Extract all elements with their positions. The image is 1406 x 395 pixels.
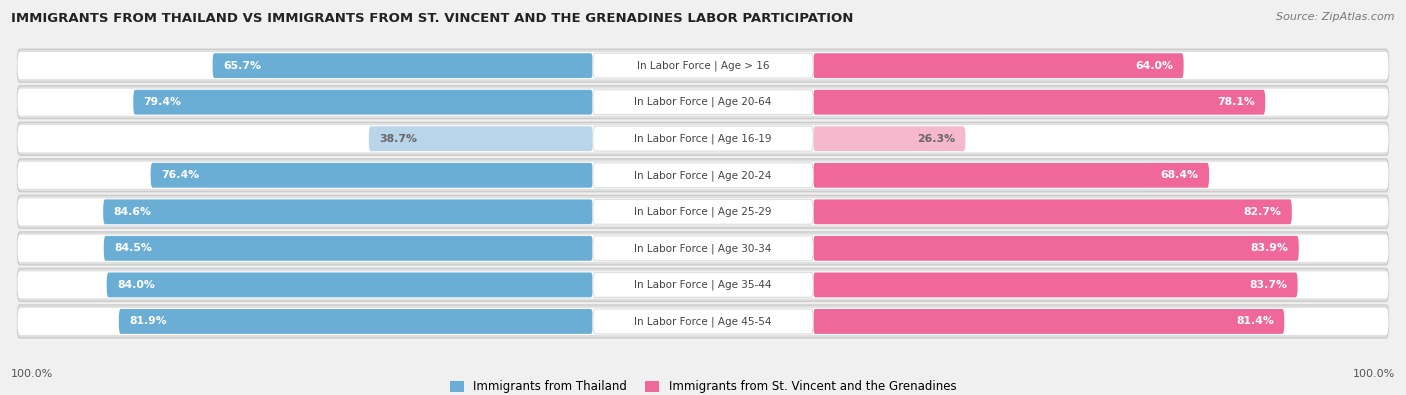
FancyBboxPatch shape xyxy=(813,273,1298,297)
FancyBboxPatch shape xyxy=(17,122,1389,155)
FancyBboxPatch shape xyxy=(813,53,1184,78)
FancyBboxPatch shape xyxy=(17,271,1389,298)
Text: In Labor Force | Age 45-54: In Labor Force | Age 45-54 xyxy=(634,316,772,327)
Text: 100.0%: 100.0% xyxy=(11,369,53,379)
Text: In Labor Force | Age 20-64: In Labor Force | Age 20-64 xyxy=(634,97,772,107)
FancyBboxPatch shape xyxy=(368,126,593,151)
FancyBboxPatch shape xyxy=(813,126,966,151)
Text: 76.4%: 76.4% xyxy=(160,170,200,180)
FancyBboxPatch shape xyxy=(813,309,1284,334)
FancyBboxPatch shape xyxy=(593,236,813,261)
Text: 38.7%: 38.7% xyxy=(380,134,418,144)
Text: 100.0%: 100.0% xyxy=(1353,369,1395,379)
Text: Source: ZipAtlas.com: Source: ZipAtlas.com xyxy=(1277,12,1395,22)
Text: In Labor Force | Age 25-29: In Labor Force | Age 25-29 xyxy=(634,207,772,217)
FancyBboxPatch shape xyxy=(17,89,1389,116)
Text: 83.7%: 83.7% xyxy=(1250,280,1288,290)
FancyBboxPatch shape xyxy=(118,309,593,334)
Text: 26.3%: 26.3% xyxy=(917,134,955,144)
Text: In Labor Force | Age 35-44: In Labor Force | Age 35-44 xyxy=(634,280,772,290)
Text: 84.6%: 84.6% xyxy=(114,207,152,217)
FancyBboxPatch shape xyxy=(593,90,813,115)
FancyBboxPatch shape xyxy=(17,235,1389,262)
FancyBboxPatch shape xyxy=(17,196,1389,228)
FancyBboxPatch shape xyxy=(813,199,1292,224)
Text: In Labor Force | Age 16-19: In Labor Force | Age 16-19 xyxy=(634,134,772,144)
FancyBboxPatch shape xyxy=(134,90,593,115)
FancyBboxPatch shape xyxy=(17,52,1389,79)
Text: 64.0%: 64.0% xyxy=(1135,61,1173,71)
Text: 82.7%: 82.7% xyxy=(1243,207,1281,217)
FancyBboxPatch shape xyxy=(150,163,593,188)
Text: 79.4%: 79.4% xyxy=(143,97,181,107)
FancyBboxPatch shape xyxy=(17,49,1389,82)
FancyBboxPatch shape xyxy=(593,126,813,151)
Text: 78.1%: 78.1% xyxy=(1218,97,1256,107)
FancyBboxPatch shape xyxy=(17,125,1389,152)
FancyBboxPatch shape xyxy=(813,236,1299,261)
FancyBboxPatch shape xyxy=(17,308,1389,335)
FancyBboxPatch shape xyxy=(107,273,593,297)
FancyBboxPatch shape xyxy=(593,199,813,224)
Text: 65.7%: 65.7% xyxy=(224,61,262,71)
FancyBboxPatch shape xyxy=(593,163,813,188)
FancyBboxPatch shape xyxy=(212,53,593,78)
FancyBboxPatch shape xyxy=(17,159,1389,192)
FancyBboxPatch shape xyxy=(813,90,1265,115)
FancyBboxPatch shape xyxy=(813,163,1209,188)
Legend: Immigrants from Thailand, Immigrants from St. Vincent and the Grenadines: Immigrants from Thailand, Immigrants fro… xyxy=(446,376,960,395)
FancyBboxPatch shape xyxy=(593,309,813,334)
FancyBboxPatch shape xyxy=(17,305,1389,338)
FancyBboxPatch shape xyxy=(17,198,1389,225)
Text: 81.4%: 81.4% xyxy=(1236,316,1274,326)
Text: 84.0%: 84.0% xyxy=(117,280,155,290)
Text: In Labor Force | Age > 16: In Labor Force | Age > 16 xyxy=(637,60,769,71)
FancyBboxPatch shape xyxy=(104,236,593,261)
Text: In Labor Force | Age 20-24: In Labor Force | Age 20-24 xyxy=(634,170,772,181)
FancyBboxPatch shape xyxy=(103,199,593,224)
FancyBboxPatch shape xyxy=(17,269,1389,301)
FancyBboxPatch shape xyxy=(17,162,1389,189)
Text: 84.5%: 84.5% xyxy=(114,243,152,253)
FancyBboxPatch shape xyxy=(593,53,813,78)
FancyBboxPatch shape xyxy=(593,273,813,297)
Text: IMMIGRANTS FROM THAILAND VS IMMIGRANTS FROM ST. VINCENT AND THE GRENADINES LABOR: IMMIGRANTS FROM THAILAND VS IMMIGRANTS F… xyxy=(11,12,853,25)
Text: In Labor Force | Age 30-34: In Labor Force | Age 30-34 xyxy=(634,243,772,254)
Text: 83.9%: 83.9% xyxy=(1250,243,1288,253)
FancyBboxPatch shape xyxy=(17,86,1389,118)
Text: 68.4%: 68.4% xyxy=(1161,170,1199,180)
Text: 81.9%: 81.9% xyxy=(129,316,167,326)
FancyBboxPatch shape xyxy=(17,232,1389,265)
